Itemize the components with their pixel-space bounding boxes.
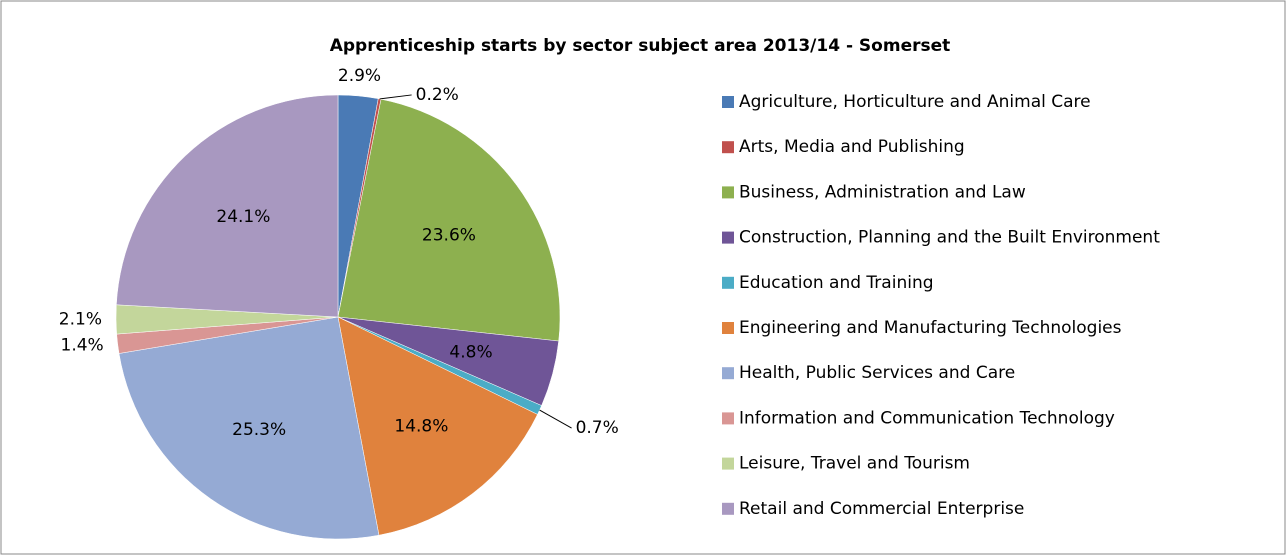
pie-slice: [116, 94, 339, 318]
legend-swatch: [722, 412, 734, 425]
data-label: 1.4%: [61, 336, 104, 356]
data-label: 23.6%: [422, 226, 476, 246]
legend-swatch: [722, 186, 734, 199]
legend-swatch: [722, 322, 734, 334]
data-label: 0.7%: [576, 418, 619, 438]
legend-label: Construction, Planning and the Built Env…: [739, 228, 1160, 248]
pie-slice: [337, 316, 538, 536]
legend-label: Education and Training: [739, 273, 934, 293]
legend-swatch: [722, 367, 734, 380]
pie-slice: [118, 316, 380, 540]
data-label: 25.3%: [232, 420, 286, 440]
legend-label: Business, Administration and Law: [739, 182, 1026, 202]
chart-title: Apprenticeship starts by sector subject …: [330, 36, 951, 56]
data-label: 0.2%: [416, 85, 459, 105]
legend-label: Retail and Commercial Enterprise: [739, 499, 1024, 519]
legend-swatch: [722, 96, 734, 108]
legend-swatch: [722, 276, 734, 289]
leader-line: [379, 94, 412, 100]
legend-label: Agriculture, Horticulture and Animal Car…: [739, 92, 1091, 112]
pie-slice: [337, 98, 561, 342]
legend-swatch: [722, 141, 734, 154]
legend-label: Leisure, Travel and Tourism: [739, 454, 970, 474]
legend-label: Arts, Media and Publishing: [739, 137, 965, 157]
legend-label: Engineering and Manufacturing Technologi…: [739, 318, 1122, 338]
data-label: 2.1%: [59, 310, 102, 330]
legend-label: Information and Communication Technology: [739, 408, 1115, 428]
data-label: 24.1%: [216, 207, 270, 227]
data-label: 14.8%: [394, 416, 448, 436]
legend-swatch: [722, 457, 734, 470]
legend-swatch: [722, 502, 734, 515]
data-label: 2.9%: [338, 66, 381, 86]
leader-line: [539, 409, 572, 429]
data-label: 4.8%: [449, 342, 492, 362]
legend-label: Health, Public Services and Care: [739, 363, 1015, 383]
legend-swatch: [722, 231, 734, 244]
